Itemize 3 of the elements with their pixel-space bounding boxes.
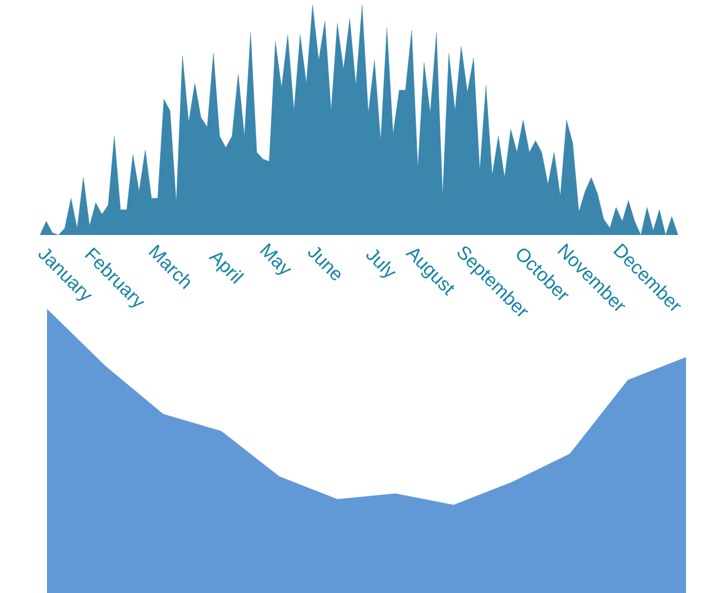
x-tick-label: July (361, 244, 400, 284)
x-tick-label: April (204, 246, 247, 288)
x-tick-label: May (255, 240, 296, 281)
